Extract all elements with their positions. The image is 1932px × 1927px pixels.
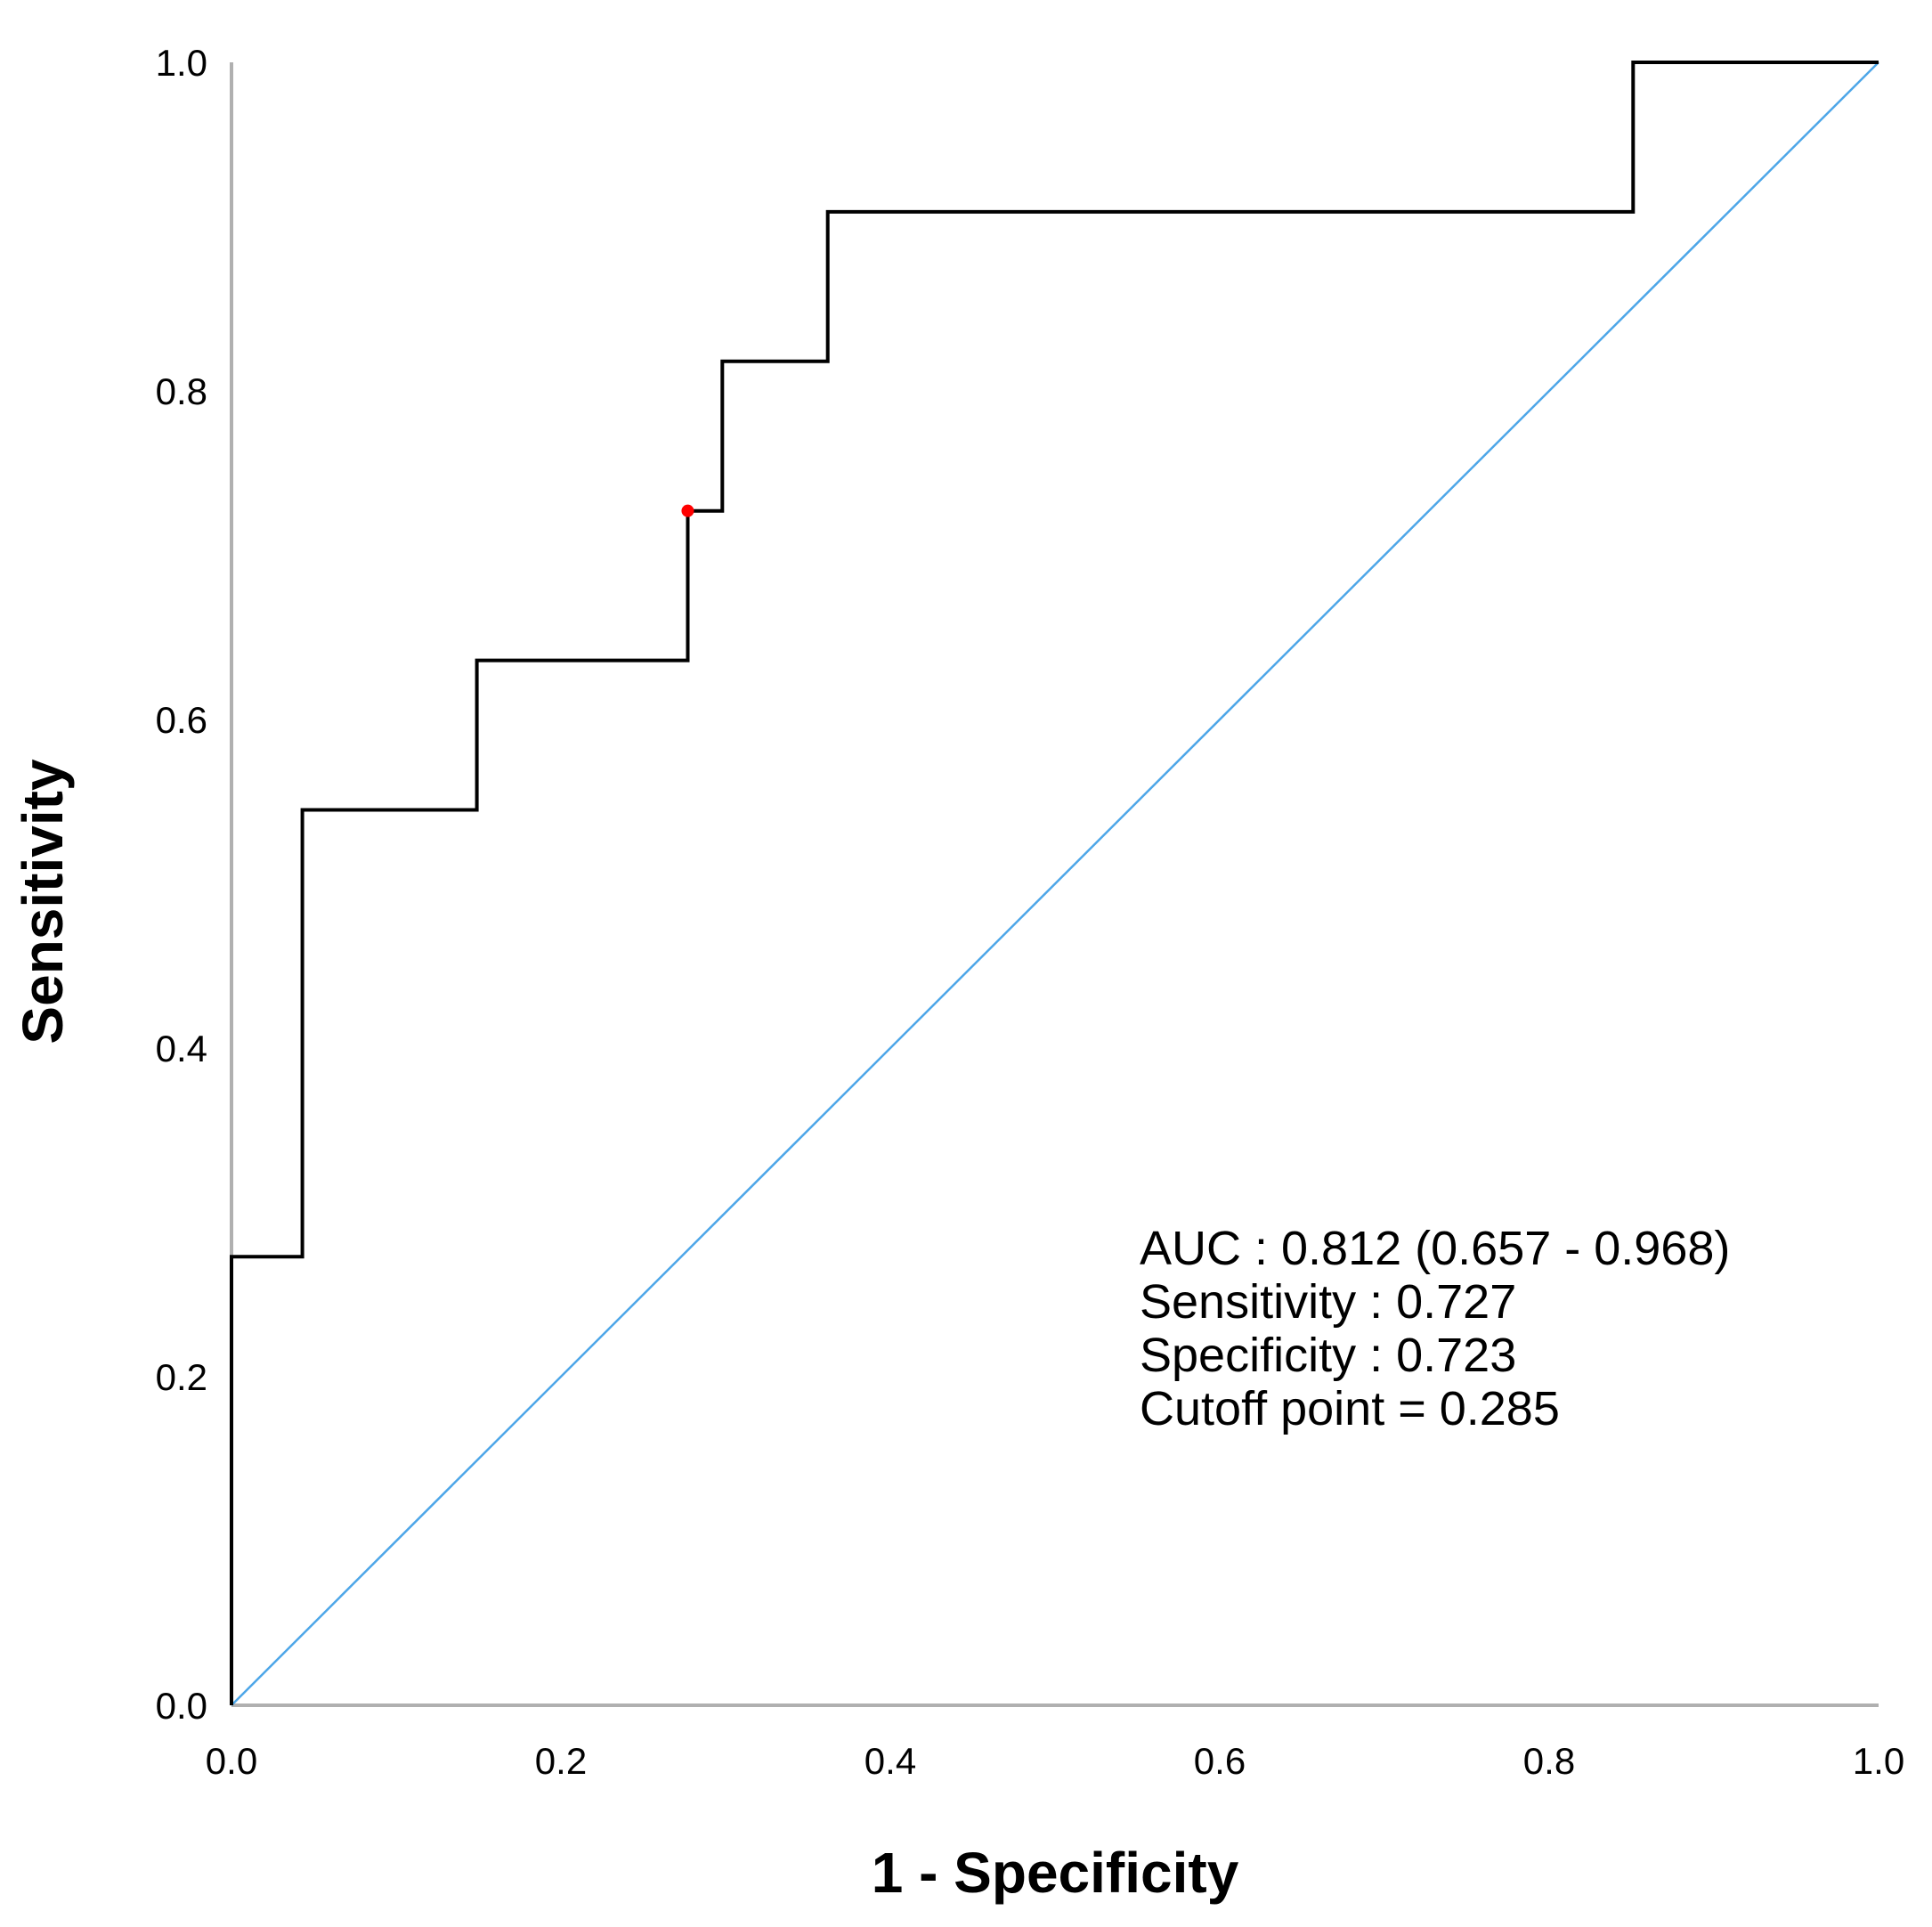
x-tick-label: 0.8 — [1523, 1740, 1575, 1782]
x-tick-label: 0.4 — [865, 1740, 916, 1782]
x-axis-title: 1 - Specificity — [872, 1841, 1239, 1905]
y-tick-label: 0.0 — [156, 1685, 207, 1727]
sensitivity-annotation: Sensitivity : 0.727 — [1140, 1275, 1516, 1329]
cutoff-point-marker — [681, 504, 694, 517]
x-tick-label: 0.6 — [1194, 1740, 1246, 1782]
y-tick-label: 0.4 — [156, 1028, 207, 1069]
x-tick-label: 0.2 — [535, 1740, 587, 1782]
series-layer — [230, 61, 1879, 1706]
reference-line — [231, 61, 1879, 1706]
annotation-block: AUC : 0.812 (0.657 - 0.968) Sensitivity … — [1140, 1222, 1730, 1435]
y-tick-label: 0.8 — [156, 370, 207, 412]
x-tick-label: 0.0 — [206, 1740, 257, 1782]
y-tick-labels: 0.0 0.2 0.4 0.6 0.8 1.0 — [156, 42, 207, 1727]
specificity-annotation: Specificity : 0.723 — [1140, 1329, 1516, 1382]
x-tick-label: 1.0 — [1853, 1740, 1904, 1782]
y-tick-label: 0.2 — [156, 1356, 207, 1398]
y-axis-title: Sensitivity — [11, 759, 75, 1045]
cutoff-annotation: Cutoff point = 0.285 — [1140, 1382, 1560, 1435]
y-tick-label: 0.6 — [156, 699, 207, 741]
x-tick-labels: 0.0 0.2 0.4 0.6 0.8 1.0 — [206, 1740, 1904, 1782]
auc-annotation: AUC : 0.812 (0.657 - 0.968) — [1140, 1222, 1730, 1275]
y-tick-label: 1.0 — [156, 42, 207, 84]
